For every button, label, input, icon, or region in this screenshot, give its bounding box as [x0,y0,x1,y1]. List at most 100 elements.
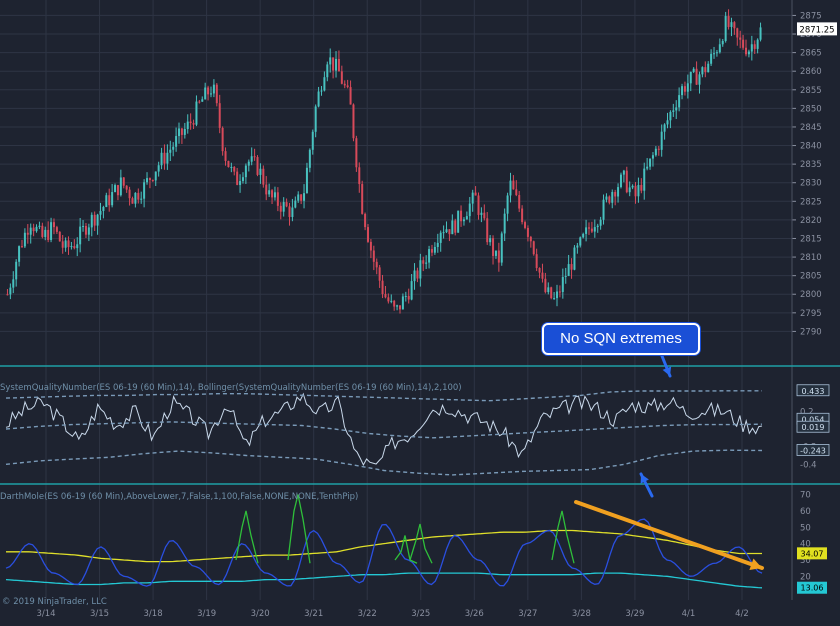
candle-body [259,168,262,175]
candle-body [608,196,611,203]
candle-body [146,178,149,183]
candle-body [736,28,739,38]
candle-body [462,219,465,222]
candle-body [413,270,416,282]
candle-body [593,227,596,232]
candle-body [256,157,259,175]
x-tick-label: 3/21 [304,609,323,619]
price-tick-label: 2860 [800,67,822,77]
candle-body [323,77,326,91]
candle-body [230,166,233,168]
candle-body [207,87,210,95]
candle-body [9,287,12,295]
sqn-panel-label: SystemQualityNumber(ES 06-19 (60 Min),14… [0,383,462,393]
candle-body [492,238,495,256]
candle-body [250,156,253,162]
candle-body [221,127,224,152]
candle-body [372,250,375,262]
sqn-value-badge [796,444,830,456]
candle-body [439,232,442,243]
sqn-indicator-lines [5,390,763,476]
x-tick-label: 3/29 [625,609,644,619]
candle-body [596,225,599,228]
candle-body [617,187,620,197]
candle-body [558,291,561,293]
price-tick-label: 2810 [800,253,822,263]
x-tick-label: 3/15 [90,609,109,619]
x-tick-label: 3/18 [144,609,163,619]
darthmole-tick-label: 50 [800,523,811,533]
candle-body [311,131,314,150]
candle-body [590,228,593,232]
x-tick-label: 3/27 [518,609,537,619]
sqn-arrow-top-head [662,366,672,376]
candle-body [436,242,439,247]
candle-body [713,53,716,55]
candle-body [477,195,480,215]
candle-body [410,281,413,300]
candle-body [76,244,79,249]
candle-body [742,39,745,48]
bollinger-band-2 [5,421,763,439]
candle-body [468,203,471,217]
candle-body [137,192,140,200]
candle-body [337,58,340,72]
annotation-arrows [574,354,764,571]
candle-body [701,67,704,75]
candle-body [346,85,349,88]
candle-body [128,189,131,199]
candle-body [67,240,70,248]
price-tick-label: 2845 [800,123,822,133]
price-tick-label: 2790 [800,327,822,337]
candle-body [265,184,268,195]
candle-body [451,220,454,235]
candle-body [201,99,204,102]
candle-body [303,193,306,201]
candle-body [587,227,590,229]
candle-body [93,214,96,226]
darthmole-spike [287,494,311,564]
sqn-value-text: 0.054 [802,415,825,424]
candle-body [425,262,428,264]
candle-body [724,16,727,41]
candle-body [35,226,38,232]
candle-body [675,107,678,111]
candle-body [692,68,695,72]
candle-body [512,180,515,190]
candle-body [401,296,404,310]
candle-body [428,249,431,263]
candle-body [570,264,573,270]
candle-body [361,184,364,214]
candle-body [282,202,285,212]
candle-body [224,151,227,161]
candle-body [6,294,9,296]
candle-body [180,128,183,135]
annotation-callout: No SQN extremes [542,323,700,355]
candle-body [506,195,509,214]
candle-body [733,22,736,29]
candle-body [26,232,29,235]
candle-body [236,171,239,185]
candle-body [108,195,111,206]
price-tick-label: 2865 [800,49,822,59]
candle-body [218,103,221,128]
candle-body [253,156,256,158]
candle-body [535,254,538,269]
x-tick-label: 3/25 [411,609,430,619]
sqn-value-text: 0.433 [802,387,825,396]
candle-body [241,177,244,182]
candle-body [279,205,282,212]
candle-body [489,238,492,243]
candle-body [474,192,477,196]
price-tick-label: 2840 [800,142,822,152]
darthmole-tick-label: 60 [800,507,811,517]
candle-body [657,148,660,150]
candle-body [721,40,724,45]
candle-body [718,44,721,53]
candle-body [544,278,547,293]
candle-body [332,57,335,71]
candle-body [247,161,250,166]
candle-body [704,67,707,73]
